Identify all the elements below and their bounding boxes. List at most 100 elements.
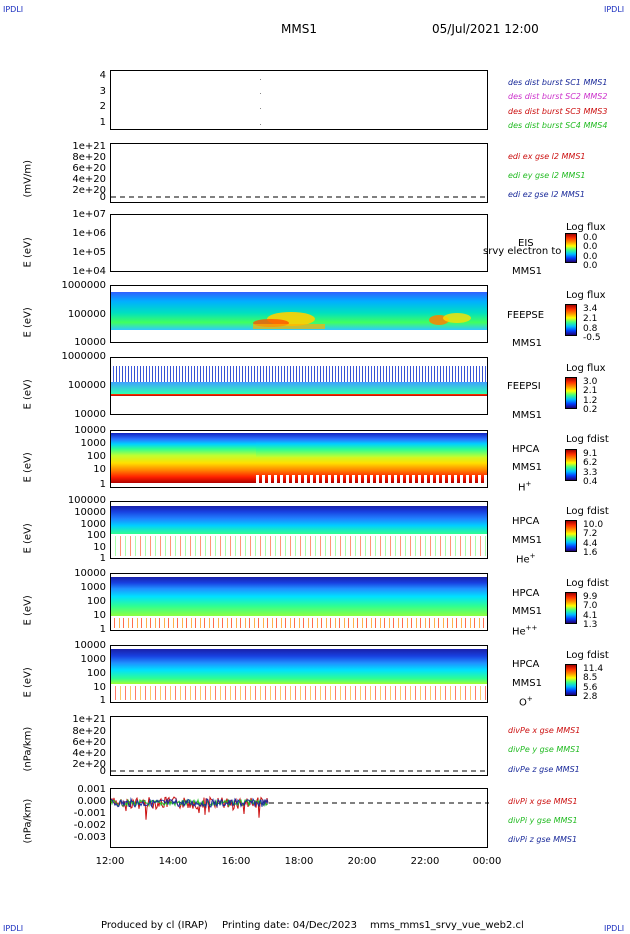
species-heplus-name: He bbox=[516, 554, 530, 566]
tick-p5-4: 1 bbox=[99, 479, 106, 490]
legend-divpe-y: divPe y gse MMS1 bbox=[508, 745, 581, 754]
cval-hpca-heplus-3: 1.6 bbox=[583, 548, 598, 558]
footer-produced-by: Produced by cl (IRAP) bbox=[101, 920, 208, 931]
cval-hpca-oplus-0: 11.4 bbox=[583, 664, 604, 674]
spacecraft-eis: MMS1 bbox=[512, 266, 542, 277]
tick-p6-1: 10000 bbox=[74, 507, 106, 518]
feepse-features bbox=[253, 312, 471, 329]
legend-burst-sc3: des dist burst SC3 MMS3 bbox=[508, 107, 608, 116]
cval-hpca-heplusplus-2: 4.1 bbox=[583, 611, 598, 621]
tick-p8-3: 10 bbox=[93, 682, 106, 693]
ylabel-eis: E (eV) bbox=[22, 237, 34, 268]
xtick-3: 18:00 bbox=[284, 856, 314, 867]
panel-hpca-heplus bbox=[110, 501, 488, 559]
cval-hpca-heplusplus-0: 9.9 bbox=[583, 592, 598, 602]
tick-p5-0: 10000 bbox=[74, 425, 106, 436]
tick-p10-3: -0.002 bbox=[73, 820, 106, 831]
tick-p2-2: 1e+05 bbox=[72, 247, 106, 258]
instrument-hpca-heplus: HPCA bbox=[512, 516, 540, 527]
legend-burst-sc4: des dist burst SC4 MMS4 bbox=[508, 121, 608, 130]
hpca-oplus-speckle bbox=[111, 686, 487, 700]
legend-edi-ey: edi ey gse l2 MMS1 bbox=[508, 171, 586, 180]
tick-p8-4: 1 bbox=[99, 695, 106, 706]
spacecraft-hpca-heplusplus: MMS1 bbox=[512, 606, 542, 617]
colorbar-hpca-heplus bbox=[565, 520, 577, 552]
legend-divpi-y: divPi y gse MMS1 bbox=[508, 816, 578, 825]
hpca-hplus-gaps bbox=[256, 475, 487, 487]
colorbar-feepsi bbox=[565, 377, 577, 409]
tick-p8-2: 100 bbox=[86, 668, 106, 679]
tick-p10-0: 0.001 bbox=[77, 784, 106, 795]
cval-hpca-oplus-3: 2.8 bbox=[583, 692, 598, 702]
burst-dots bbox=[260, 79, 261, 125]
cval-feepse-3: -0.5 bbox=[583, 333, 601, 343]
tick-p0-1: 3 bbox=[99, 86, 106, 97]
header-datetime: 05/Jul/2021 12:00 bbox=[432, 22, 539, 36]
ylabel-hpca-heplusplus: E (eV) bbox=[22, 595, 34, 626]
corner-label-top-right: IPDLI bbox=[604, 5, 625, 14]
instrument-eis: EIS bbox=[518, 238, 534, 249]
cval-feepse-0: 3.4 bbox=[583, 304, 598, 314]
tick-p9-0: 1e+21 bbox=[72, 714, 106, 725]
xtick-2: 16:00 bbox=[221, 856, 251, 867]
tick-p1-2: 6e+20 bbox=[72, 163, 106, 174]
cval-hpca-oplus-1: 8.5 bbox=[583, 673, 598, 683]
cval-feepsi-3: 0.2 bbox=[583, 405, 598, 415]
species-oplus-charge: + bbox=[526, 695, 533, 703]
tick-p7-4: 1 bbox=[99, 624, 106, 635]
tick-p5-3: 10 bbox=[93, 464, 106, 475]
cval-hpca-hplus-2: 3.3 bbox=[583, 468, 598, 478]
instrument-feepse: FEEPSE bbox=[507, 310, 545, 321]
tick-p4-2: 10000 bbox=[74, 409, 106, 420]
panel-burst bbox=[110, 70, 488, 130]
cval-feepse-2: 0.8 bbox=[583, 324, 598, 334]
cval-eis-1: 0.0 bbox=[583, 242, 598, 252]
tick-p9-2: 6e+20 bbox=[72, 737, 106, 748]
tick-p7-1: 1000 bbox=[80, 582, 106, 593]
species-hplus: H+ bbox=[518, 480, 531, 493]
feepsi-red-line bbox=[111, 394, 487, 396]
tick-p2-1: 1e+06 bbox=[72, 228, 106, 239]
eis-overlay-text: srvy electron to bbox=[483, 246, 562, 257]
ylabel-feepse: E (eV) bbox=[22, 307, 34, 338]
cval-hpca-hplus-3: 0.4 bbox=[583, 477, 598, 487]
legend-edi-ez: edi ez gse l2 MMS1 bbox=[508, 190, 585, 199]
species-heplusplus-name: He bbox=[512, 626, 526, 638]
tick-p1-4: 2e+20 bbox=[72, 185, 106, 196]
tick-p1-0: 1e+21 bbox=[72, 141, 106, 152]
ylabel-divpi: (nPa/km) bbox=[22, 798, 34, 844]
edi-zero-line bbox=[111, 196, 489, 198]
cval-eis-3: 0.0 bbox=[583, 261, 598, 271]
tick-p3-2: 10000 bbox=[74, 337, 106, 348]
tick-p2-3: 1e+04 bbox=[72, 266, 106, 277]
corner-label-bottom-right: IPDLI bbox=[604, 924, 625, 933]
tick-p1-3: 4e+20 bbox=[72, 174, 106, 185]
spacecraft-hpca-oplus: MMS1 bbox=[512, 678, 542, 689]
tick-p0-3: 1 bbox=[99, 117, 106, 128]
tick-p4-0: 1000000 bbox=[61, 351, 106, 362]
hpca-heplusplus-speckle bbox=[111, 618, 487, 628]
tick-p8-1: 1000 bbox=[80, 654, 106, 665]
spacecraft-feepse: MMS1 bbox=[512, 338, 542, 349]
tick-p6-2: 1000 bbox=[80, 519, 106, 530]
xtick-4: 20:00 bbox=[347, 856, 377, 867]
instrument-hpca-oplus: HPCA bbox=[512, 659, 540, 670]
panel-feepsi bbox=[110, 357, 488, 415]
spectrogram-hpca-heplus bbox=[111, 506, 487, 534]
xtick-1: 14:00 bbox=[158, 856, 188, 867]
spacecraft-feepsi: MMS1 bbox=[512, 410, 542, 421]
cval-feepsi-0: 3.0 bbox=[583, 377, 598, 387]
tick-p6-4: 10 bbox=[93, 542, 106, 553]
colorbar-eis bbox=[565, 233, 577, 263]
ylabel-hpca-heplus: E (eV) bbox=[22, 523, 34, 554]
xtick-6: 00:00 bbox=[472, 856, 502, 867]
tick-p4-1: 100000 bbox=[67, 380, 106, 391]
tick-p7-3: 10 bbox=[93, 610, 106, 621]
spacecraft-hpca-heplus: MMS1 bbox=[512, 535, 542, 546]
tick-p7-0: 10000 bbox=[74, 568, 106, 579]
tick-p6-3: 100 bbox=[86, 530, 106, 541]
xtick-0: 12:00 bbox=[95, 856, 125, 867]
instrument-hpca-hplus: HPCA bbox=[512, 444, 540, 455]
cval-feepsi-2: 1.2 bbox=[583, 396, 598, 406]
tick-p6-0: 100000 bbox=[67, 495, 106, 506]
